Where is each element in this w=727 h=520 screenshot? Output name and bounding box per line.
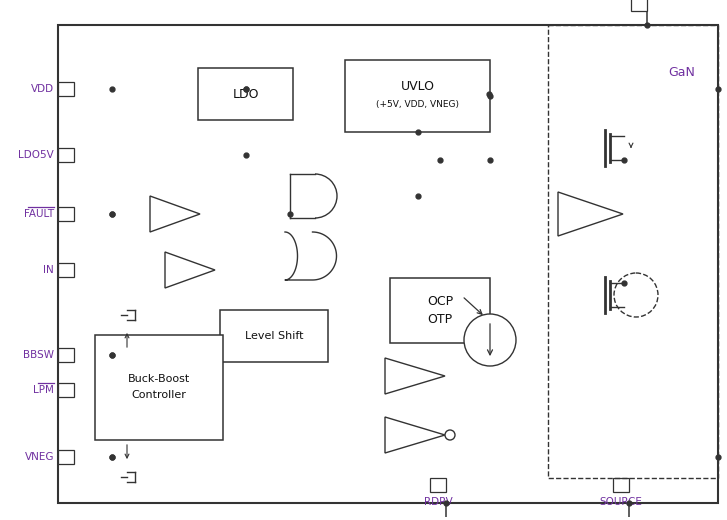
Text: SOURCE: SOURCE — [600, 497, 643, 507]
Text: FAULT: FAULT — [24, 209, 54, 219]
Bar — [430, 478, 446, 492]
Text: RDRV: RDRV — [424, 497, 452, 507]
Polygon shape — [385, 417, 445, 453]
Text: Controller: Controller — [132, 391, 186, 400]
Bar — [345, 60, 490, 132]
Bar — [220, 310, 328, 362]
Text: LDO: LDO — [232, 87, 259, 100]
Bar — [58, 207, 74, 221]
Bar — [58, 450, 74, 464]
Text: LDO5V: LDO5V — [18, 150, 54, 160]
Text: BBSW: BBSW — [23, 350, 54, 360]
Circle shape — [445, 430, 455, 440]
Bar — [390, 278, 490, 343]
Polygon shape — [290, 174, 337, 218]
Text: OCP: OCP — [427, 295, 453, 308]
Bar — [613, 478, 629, 492]
Polygon shape — [285, 232, 337, 280]
Bar — [631, 0, 647, 11]
Bar — [58, 348, 74, 362]
Bar — [58, 263, 74, 277]
Circle shape — [464, 314, 516, 366]
Bar — [95, 335, 223, 440]
Bar — [198, 68, 293, 120]
Text: LPM: LPM — [33, 385, 54, 395]
Text: VNEG: VNEG — [25, 452, 54, 462]
Polygon shape — [558, 192, 623, 236]
Text: Buck-Boost: Buck-Boost — [128, 374, 190, 384]
Text: UVLO: UVLO — [401, 81, 435, 94]
Polygon shape — [165, 252, 215, 288]
Circle shape — [614, 273, 658, 317]
Polygon shape — [385, 358, 445, 394]
Bar — [58, 82, 74, 96]
Bar — [58, 148, 74, 162]
Text: IN: IN — [43, 265, 54, 275]
Text: GaN: GaN — [668, 66, 695, 79]
Polygon shape — [150, 196, 200, 232]
Bar — [548, 25, 718, 478]
Text: VDD: VDD — [31, 84, 54, 94]
Text: (+5V, VDD, VNEG): (+5V, VDD, VNEG) — [376, 100, 459, 110]
Bar — [58, 383, 74, 397]
Text: Level Shift: Level Shift — [245, 331, 303, 341]
Text: OTP: OTP — [427, 313, 453, 326]
